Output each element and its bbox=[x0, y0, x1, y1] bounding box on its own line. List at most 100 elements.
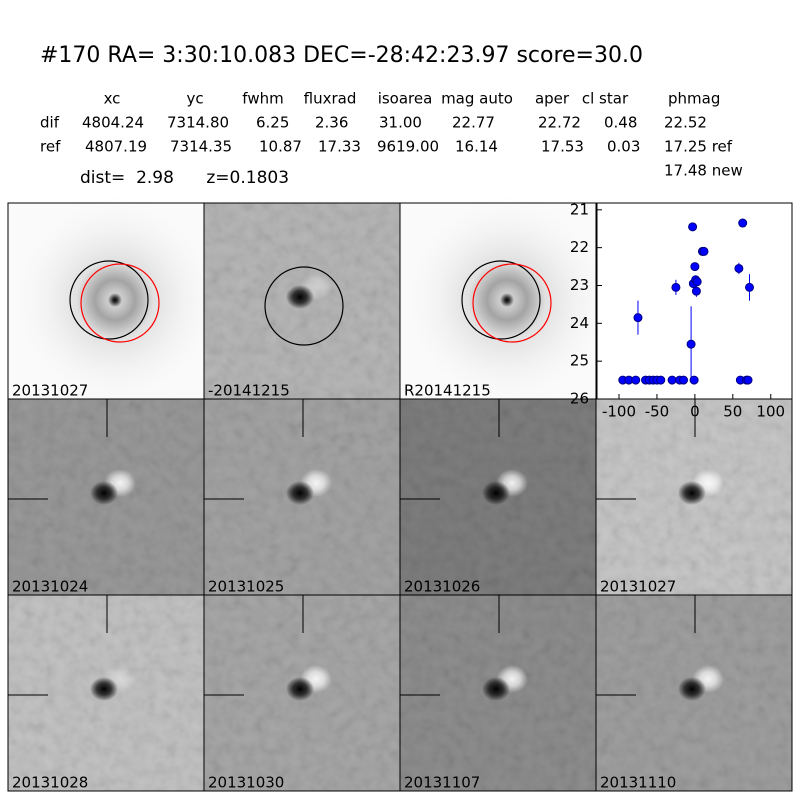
column-header: isoarea bbox=[378, 90, 433, 108]
column-header: xc bbox=[104, 90, 121, 108]
circle-black bbox=[264, 266, 344, 346]
residual-dark bbox=[90, 677, 118, 701]
summary: dist= 2.98 z=0.1803 bbox=[80, 168, 289, 188]
table-cell: 16.14 bbox=[455, 138, 498, 156]
table-cell: 4804.24 bbox=[82, 114, 144, 132]
plot-area bbox=[596, 202, 793, 400]
y-tick-label: 26 bbox=[570, 390, 589, 408]
point bbox=[734, 263, 744, 273]
panel-label: 20131110 bbox=[600, 774, 676, 792]
table-cell: 6.25 bbox=[256, 114, 289, 132]
y-tick-label: 23 bbox=[570, 276, 589, 294]
x-tick-label: 50 bbox=[723, 403, 742, 421]
table-cell: 17.25 ref bbox=[664, 138, 733, 156]
y-tick-label: 22 bbox=[570, 238, 589, 256]
x-tick-label: -50 bbox=[645, 403, 670, 421]
residual-dark bbox=[482, 677, 510, 701]
image-panel: 20131110 bbox=[595, 594, 793, 792]
residual-dark bbox=[286, 481, 314, 505]
table-cell: 17.53 bbox=[541, 138, 584, 156]
residual-dark bbox=[90, 481, 118, 505]
table-cell: 22.52 bbox=[664, 114, 707, 132]
table-cell: 4807.19 bbox=[85, 138, 147, 156]
image-panel: R20141215 bbox=[397, 190, 617, 410]
point bbox=[631, 375, 641, 385]
point bbox=[667, 375, 677, 385]
table-cell: ref bbox=[40, 138, 61, 156]
point bbox=[686, 339, 696, 349]
table-extra: 17.48 new bbox=[664, 162, 743, 180]
table-cell: 31.00 bbox=[379, 114, 422, 132]
point bbox=[678, 375, 688, 385]
y-tick-label: 24 bbox=[570, 314, 589, 332]
column-header: phmag bbox=[668, 90, 720, 108]
point bbox=[699, 246, 709, 256]
circle-red bbox=[472, 263, 552, 343]
y-tick-label: 25 bbox=[570, 352, 589, 370]
table-cell: 17.33 bbox=[318, 138, 361, 156]
panel-label: 20131027 bbox=[12, 382, 88, 400]
panel-label: 20131025 bbox=[208, 578, 284, 596]
panel-label: 20131024 bbox=[12, 578, 88, 596]
image-panel: 20131107 bbox=[399, 594, 597, 792]
circle-black bbox=[69, 260, 149, 340]
panel-label: 20131030 bbox=[208, 774, 284, 792]
column-header: cl star bbox=[582, 90, 629, 108]
point bbox=[690, 262, 700, 272]
image-panel: 20131026 bbox=[399, 398, 597, 596]
image-panel: -20141215 bbox=[203, 202, 401, 400]
column-header: mag auto bbox=[441, 90, 513, 108]
residual-dark bbox=[678, 677, 706, 701]
column-header: fwhm bbox=[242, 90, 283, 108]
panel-border bbox=[595, 594, 793, 792]
table-cell: 7314.35 bbox=[170, 138, 232, 156]
table-cell: 0.03 bbox=[607, 138, 640, 156]
image-panel: 20131027 bbox=[595, 398, 793, 596]
x-tick-label: 100 bbox=[756, 403, 785, 421]
column-header: aper bbox=[535, 90, 570, 108]
title: #170 RA= 3:30:10.083 DEC=-28:42:23.97 sc… bbox=[40, 43, 643, 68]
galaxy-core bbox=[95, 280, 135, 320]
column-header: yc bbox=[186, 90, 203, 108]
point bbox=[688, 222, 698, 232]
table-cell: 0.48 bbox=[604, 114, 637, 132]
y-tick-label: 21 bbox=[570, 200, 589, 218]
image-panel: 20131030 bbox=[203, 594, 401, 792]
panel-label: 20131107 bbox=[404, 774, 480, 792]
image-panel: 20131028 bbox=[7, 594, 205, 792]
image-panel: 20131027 bbox=[5, 190, 225, 410]
point bbox=[745, 282, 755, 292]
point bbox=[689, 375, 699, 385]
x-tick-label: -100 bbox=[602, 403, 636, 421]
table-cell: 2.36 bbox=[315, 114, 348, 132]
table-cell: 7314.80 bbox=[167, 114, 229, 132]
table-cell: 9619.00 bbox=[377, 138, 439, 156]
panel-label: -20141215 bbox=[208, 382, 290, 400]
galaxy-core bbox=[487, 280, 527, 320]
panel-label: R20141215 bbox=[404, 382, 491, 400]
point bbox=[691, 286, 701, 296]
point bbox=[633, 313, 643, 323]
circle-black bbox=[461, 260, 541, 340]
table-cell: 22.72 bbox=[538, 114, 581, 132]
x-tick-label: 0 bbox=[690, 403, 700, 421]
table-cell: 10.87 bbox=[259, 138, 302, 156]
panel-label: 20131028 bbox=[12, 774, 88, 792]
point bbox=[743, 375, 753, 385]
table-cell: dif bbox=[40, 114, 60, 132]
residual-dark bbox=[286, 285, 314, 309]
point bbox=[656, 375, 666, 385]
panel-label: 20131026 bbox=[404, 578, 480, 596]
residual-dark bbox=[678, 481, 706, 505]
image-panel: 20131025 bbox=[203, 398, 401, 596]
point bbox=[738, 218, 748, 228]
circle-red bbox=[80, 263, 160, 343]
point bbox=[671, 282, 681, 292]
residual-dark bbox=[286, 677, 314, 701]
table-cell: 22.77 bbox=[452, 114, 495, 132]
residual-dark bbox=[482, 481, 510, 505]
column-header: fluxrad bbox=[304, 90, 357, 108]
point bbox=[692, 277, 702, 287]
image-panel: 20131024 bbox=[7, 398, 205, 596]
